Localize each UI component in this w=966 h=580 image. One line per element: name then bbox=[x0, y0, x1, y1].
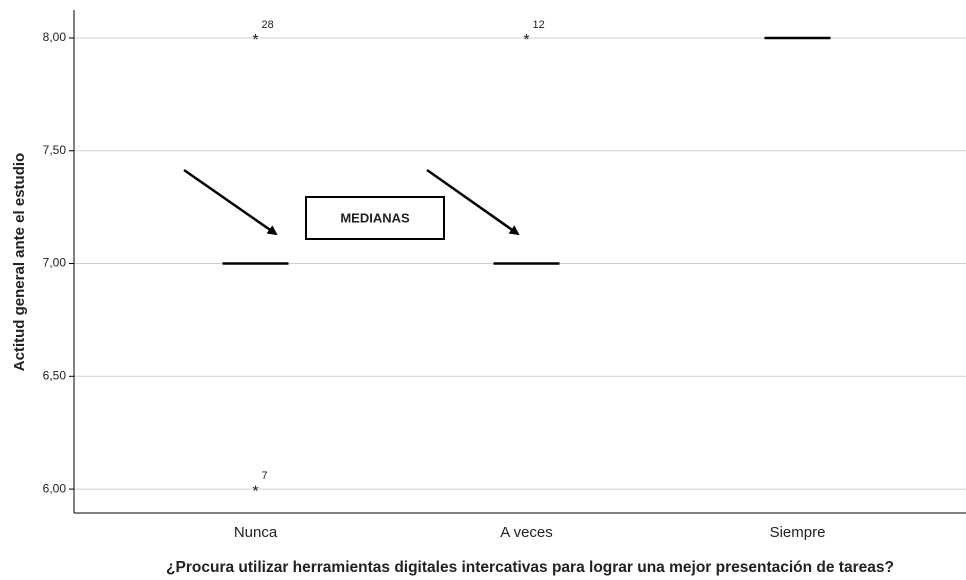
outlier-label: 12 bbox=[533, 19, 545, 31]
outlier-label: 7 bbox=[262, 470, 268, 482]
outlier: * bbox=[523, 32, 529, 49]
x-tick-label: Siempre bbox=[770, 524, 826, 541]
outlier-label: 28 bbox=[262, 19, 274, 31]
y-tick-label: 6,00 bbox=[43, 481, 67, 495]
arrow bbox=[426, 168, 520, 236]
annotation-box bbox=[305, 196, 445, 240]
arrow bbox=[183, 168, 278, 236]
y-tick-label: 7,50 bbox=[43, 143, 67, 157]
outlier: * bbox=[252, 483, 258, 500]
x-tick-label: Nunca bbox=[234, 524, 278, 541]
outlier: * bbox=[252, 32, 258, 49]
y-tick-label: 8,00 bbox=[43, 30, 67, 44]
x-tick-label: A veces bbox=[500, 524, 553, 541]
y-axis-title: Actitud general ante el estudio bbox=[11, 153, 28, 371]
x-axis-title: ¿Procura utilizar herramientas digitales… bbox=[166, 559, 894, 576]
y-tick-label: 7,00 bbox=[43, 256, 67, 270]
y-tick-label: 6,50 bbox=[43, 368, 67, 382]
annotation: MEDIANAS bbox=[340, 210, 410, 225]
